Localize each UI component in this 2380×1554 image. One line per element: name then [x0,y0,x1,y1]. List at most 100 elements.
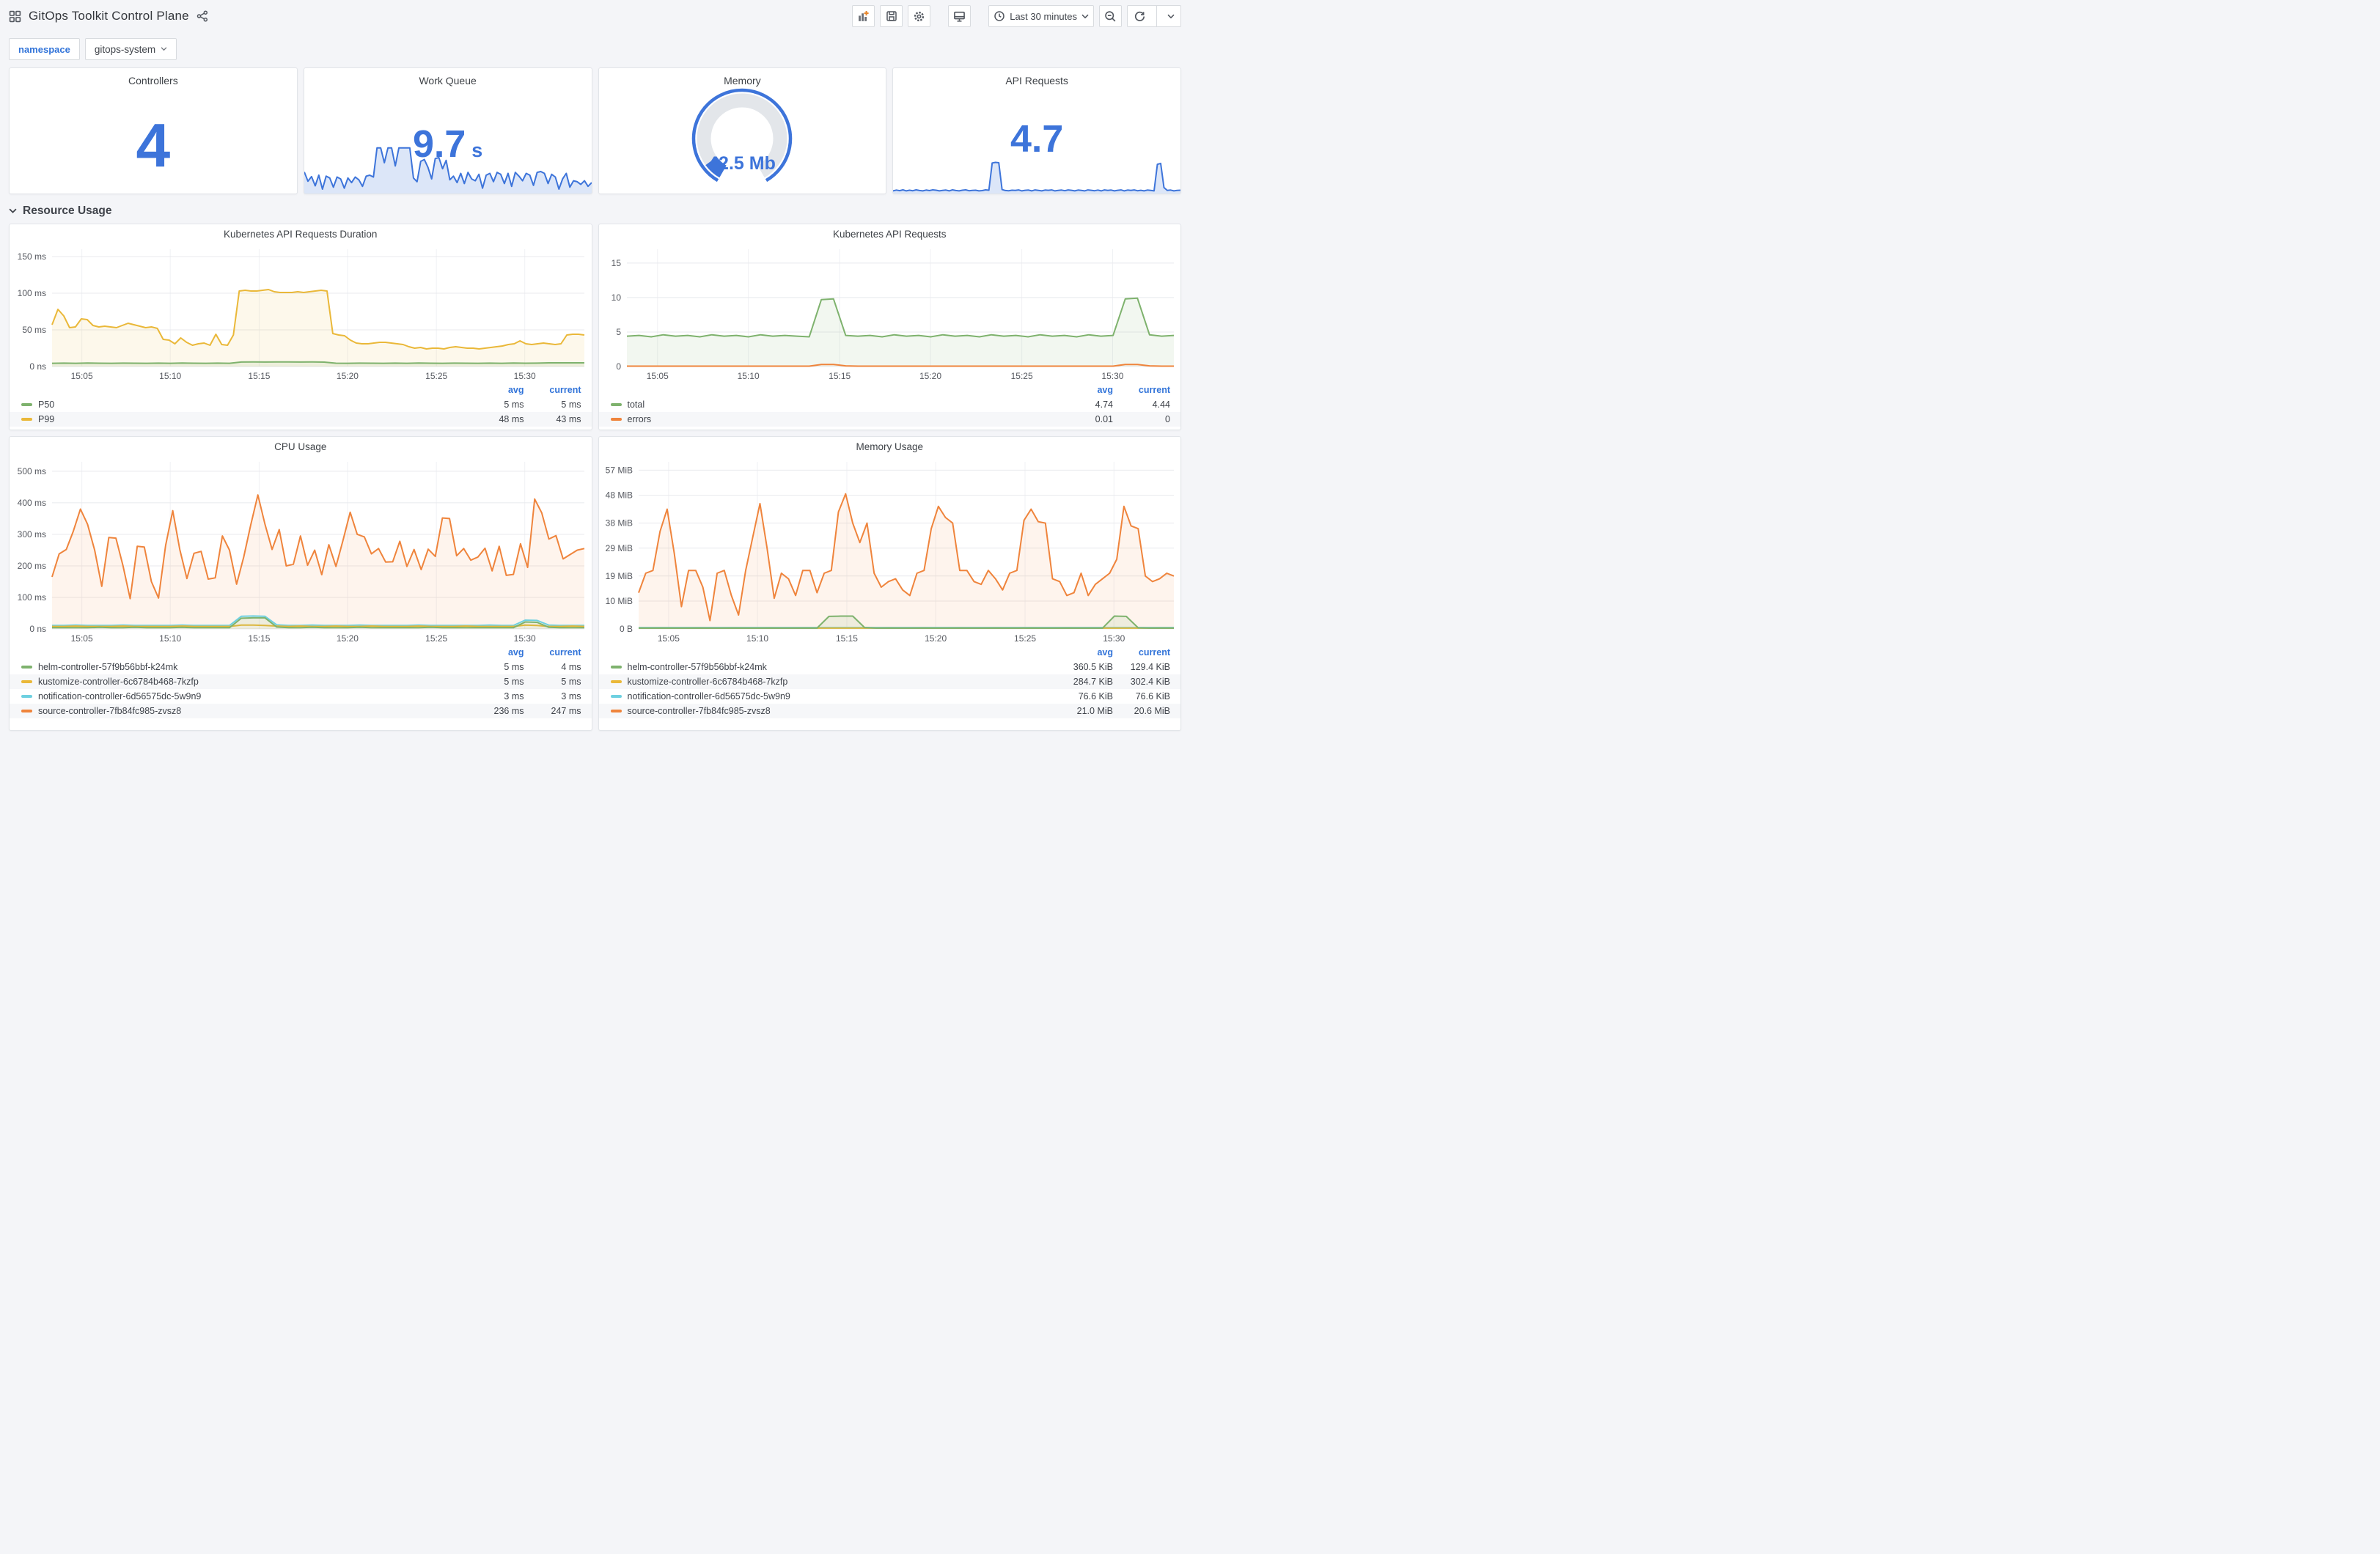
svg-text:15:30: 15:30 [1103,633,1125,644]
charts-grid: Kubernetes API Requests Duration 0 ns 50 … [9,224,1181,731]
zoom-out-button[interactable] [1099,5,1122,27]
chart-plot[interactable]: 0 ns 100 ms 200 ms 300 ms 400 ms 500 ms 15:05 1… [10,456,592,645]
series-name[interactable]: kustomize-controller-6c6784b468-7kzfp [38,677,199,687]
save-dashboard-button[interactable] [880,5,903,27]
series-name[interactable]: kustomize-controller-6c6784b468-7kzfp [627,677,788,687]
cycle-view-mode-button[interactable] [948,5,972,27]
series-current-value: 4.44 [1152,399,1170,410]
panel-api-requests[interactable]: API Requests 4.7 [892,67,1181,194]
legend-col-current[interactable]: current [549,647,581,658]
panel-title: Kubernetes API Requests Duration [224,229,378,240]
series-avg-value: 5 ms [504,399,524,410]
series-name[interactable]: P50 [38,399,55,410]
legend-header: avg current [10,383,592,397]
series-avg-value: 5 ms [504,677,524,687]
panel-work-queue[interactable]: Work Queue 9.7 s [303,67,592,194]
panel-cpu-usage[interactable]: CPU Usage 0 ns 100 ms 200 ms 300 ms 400 ms 50… [9,436,592,731]
chart-canvas[interactable]: 0 ns 50 ms 100 ms 150 ms 15:05 15:10 15:15 15:2… [10,243,592,383]
series-name[interactable]: errors [627,414,652,424]
panel-memory[interactable]: Memory 42.5 Mb [598,67,887,194]
panel-memory-usage[interactable]: Memory Usage 0 B 10 MiB 19 MiB 29 MiB 38 MiB… [598,436,1181,731]
series-current-value: 5 ms [561,399,581,410]
legend-row[interactable]: P50 5 ms 5 ms [10,397,592,412]
panel-title: Work Queue [419,75,477,86]
series-name[interactable]: total [627,399,645,410]
svg-text:15:20: 15:20 [337,633,359,644]
refresh-button[interactable] [1128,6,1152,26]
series-color-dash [610,710,622,712]
series-name[interactable]: source-controller-7fb84fc985-zvsz8 [38,706,182,716]
series-color-dash [21,680,32,683]
svg-text:15: 15 [611,258,621,268]
series-name[interactable]: source-controller-7fb84fc985-zvsz8 [627,706,771,716]
namespace-select[interactable]: gitops-system [84,38,177,60]
svg-text:15:15: 15:15 [835,633,857,644]
legend-row[interactable]: kustomize-controller-6c6784b468-7kzfp 284… [598,674,1180,689]
series-avg-value: 4.74 [1095,399,1113,410]
chevron-down-icon [1167,14,1175,18]
legend-col-current[interactable]: current [549,385,581,395]
series-name[interactable]: notification-controller-6d56575dc-5w9n9 [38,691,202,701]
svg-text:15:05: 15:05 [71,633,93,644]
series-current-value: 0 [1165,414,1170,424]
legend-col-avg[interactable]: avg [507,647,524,658]
apps-grid-icon[interactable] [9,10,21,23]
row-resource-usage[interactable]: Resource Usage [0,194,1190,224]
chart-plot[interactable]: 0 B 10 MiB 19 MiB 29 MiB 38 MiB 48 MiB 57 MiB 1… [599,456,1181,645]
series-current-value: 3 ms [561,691,581,701]
legend-row[interactable]: notification-controller-6d56575dc-5w9n9 3… [10,689,592,704]
chart-canvas[interactable]: 0 5 10 15 15:05 15:10 15:15 15:20 15:25 15:30 [599,243,1181,383]
legend-row[interactable]: source-controller-7fb84fc985-zvsz8 236 ms… [10,704,592,718]
legend-row[interactable]: helm-controller-57f9b56bbf-k24mk 360.5 Ki… [599,660,1181,674]
add-panel-button[interactable] [852,5,875,27]
time-range-label: Last 30 minutes [1010,10,1077,22]
svg-text:15:25: 15:25 [425,633,447,644]
time-range-picker[interactable]: Last 30 minutes [988,5,1094,27]
legend-header: avg current [10,645,592,660]
series-name[interactable]: helm-controller-57f9b56bbf-k24mk [38,662,178,672]
series-name[interactable]: helm-controller-57f9b56bbf-k24mk [627,662,767,672]
legend-row[interactable]: helm-controller-57f9b56bbf-k24mk 5 ms 4 ms [10,660,592,674]
legend-row[interactable]: source-controller-7fb84fc985-zvsz8 21.0 M… [598,704,1180,718]
page-title[interactable]: GitOps Toolkit Control Plane [29,9,189,23]
legend-col-avg[interactable]: avg [1097,385,1113,395]
svg-text:19 MiB: 19 MiB [605,571,632,581]
legend-col-current[interactable]: current [1138,385,1170,395]
svg-text:200 ms: 200 ms [18,561,46,571]
legend-row[interactable]: P99 48 ms 43 ms [10,412,592,427]
refresh-interval-dropdown[interactable] [1161,6,1180,26]
svg-text:15:15: 15:15 [829,371,851,381]
legend-col-avg[interactable]: avg [507,385,524,395]
series-avg-value: 360.5 KiB [1073,662,1113,672]
series-current-value: 247 ms [551,706,581,716]
svg-text:15:30: 15:30 [1101,371,1123,381]
series-avg-value: 21.0 MiB [1076,706,1113,716]
panel-controllers[interactable]: Controllers 4 [9,67,298,194]
series-avg-value: 3 ms [504,691,524,701]
chart-plot[interactable]: 0 5 10 15 15:05 15:10 15:15 15:20 15:25 15:30 [599,243,1181,383]
chart-canvas[interactable]: 0 B 10 MiB 19 MiB 29 MiB 38 MiB 48 MiB 57 MiB 1… [599,456,1181,645]
share-icon[interactable] [197,10,208,22]
legend-row[interactable]: total 4.74 4.44 [599,397,1181,412]
svg-text:42.5 Mb: 42.5 Mb [709,153,776,174]
svg-text:15:05: 15:05 [657,633,679,644]
dashboard-settings-button[interactable] [908,5,931,27]
chart-canvas[interactable]: 0 ns 100 ms 200 ms 300 ms 400 ms 500 ms 15:05 1… [10,456,592,645]
legend-row[interactable]: notification-controller-6d56575dc-5w9n9 7… [599,689,1181,704]
svg-text:50 ms: 50 ms [22,325,46,335]
legend-col-current[interactable]: current [1138,647,1170,658]
legend-header: avg current [599,645,1181,660]
panel-k8s-api-requests[interactable]: Kubernetes API Requests 0 5 10 15 15:05 15:10… [598,224,1181,430]
legend-row[interactable]: errors 0.01 0 [598,412,1180,427]
legend-col-avg[interactable]: avg [1097,647,1113,658]
panel-k8s-api-requests-duration[interactable]: Kubernetes API Requests Duration 0 ns 50 … [9,224,592,430]
chart-plot[interactable]: 0 ns 50 ms 100 ms 150 ms 15:05 15:10 15:15 15:2… [10,243,592,383]
svg-text:100 ms: 100 ms [18,288,46,298]
svg-text:57 MiB: 57 MiB [605,465,632,475]
series-name[interactable]: P99 [38,414,55,424]
series-name[interactable]: notification-controller-6d56575dc-5w9n9 [627,691,790,701]
svg-text:5: 5 [616,327,621,337]
refresh-button-group[interactable] [1127,5,1181,27]
series-current-value: 302.4 KiB [1130,677,1170,687]
legend-row[interactable]: kustomize-controller-6c6784b468-7kzfp 5 m… [10,674,592,689]
